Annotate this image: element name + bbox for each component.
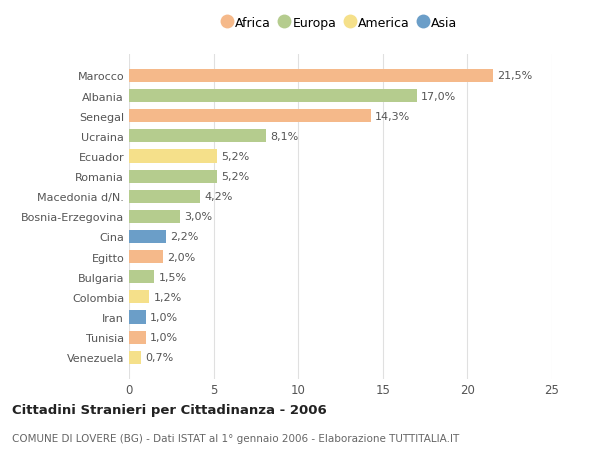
Legend: Africa, Europa, America, Asia: Africa, Europa, America, Asia [220,13,461,33]
Text: 5,2%: 5,2% [221,172,250,182]
Bar [129,70,493,83]
Bar [129,331,146,344]
Bar [129,230,166,243]
Bar [129,251,163,263]
Text: 4,2%: 4,2% [204,192,233,202]
Text: 0,7%: 0,7% [145,353,173,363]
Text: COMUNE DI LOVERE (BG) - Dati ISTAT al 1° gennaio 2006 - Elaborazione TUTTITALIA.: COMUNE DI LOVERE (BG) - Dati ISTAT al 1°… [12,433,459,442]
Text: 2,0%: 2,0% [167,252,196,262]
Bar [129,311,146,324]
Bar [129,110,371,123]
Bar [129,351,141,364]
Bar [129,210,180,224]
Text: 1,5%: 1,5% [158,272,187,282]
Text: 17,0%: 17,0% [421,91,456,101]
Text: 1,0%: 1,0% [150,312,178,322]
Text: 5,2%: 5,2% [221,151,250,162]
Bar [129,130,266,143]
Bar [129,190,200,203]
Bar [129,291,149,304]
Bar [129,271,154,284]
Text: Cittadini Stranieri per Cittadinanza - 2006: Cittadini Stranieri per Cittadinanza - 2… [12,403,327,416]
Text: 3,0%: 3,0% [184,212,212,222]
Bar [129,90,416,103]
Text: 8,1%: 8,1% [270,132,299,141]
Text: 2,2%: 2,2% [170,232,199,242]
Bar [129,150,217,163]
Bar [129,170,217,183]
Text: 1,2%: 1,2% [154,292,182,302]
Text: 21,5%: 21,5% [497,71,532,81]
Text: 1,0%: 1,0% [150,332,178,342]
Text: 14,3%: 14,3% [375,112,410,122]
